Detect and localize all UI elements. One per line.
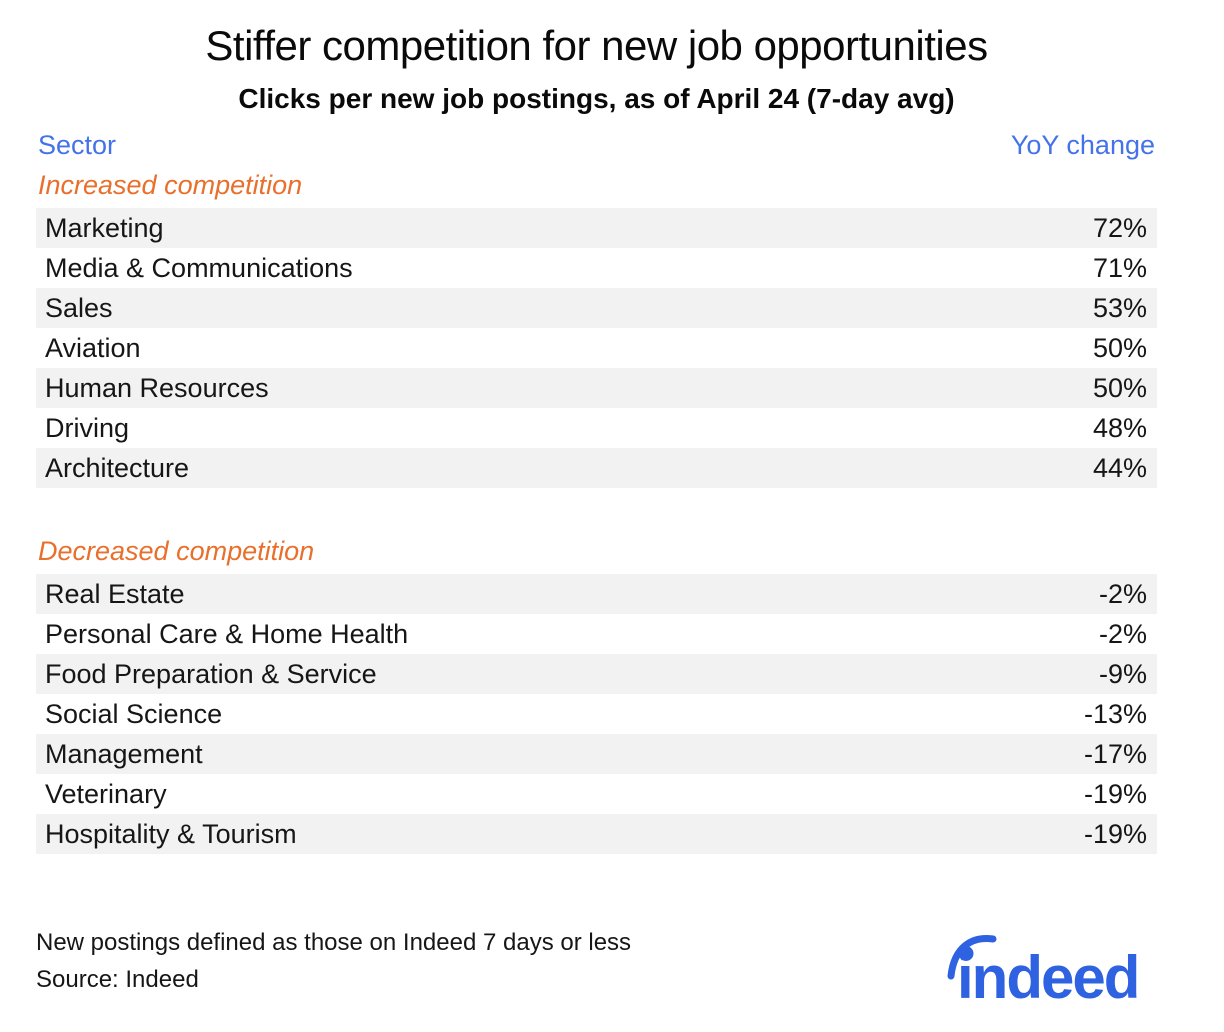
sector-cell: Aviation xyxy=(45,332,141,363)
footnote-source: Source: Indeed xyxy=(36,966,199,993)
value-cell: 48% xyxy=(1092,412,1147,443)
value-cell: -9% xyxy=(1098,658,1147,689)
value-cell: -17% xyxy=(1083,738,1147,769)
sector-cell: Marketing xyxy=(45,212,164,243)
logo-i-dot xyxy=(958,946,974,961)
column-header-row: Sector YoY change xyxy=(36,130,1157,161)
table-row: Human Resources 50% xyxy=(36,368,1157,408)
sector-cell: Architecture xyxy=(45,452,190,483)
sector-cell: Personal Care & Home Health xyxy=(45,618,409,649)
sector-cell: Food Preparation & Service xyxy=(45,658,377,689)
table-row: Architecture 44% xyxy=(36,448,1157,488)
table-row: Media & Communications 71% xyxy=(36,248,1157,288)
sector-cell: Media & Communications xyxy=(45,252,353,283)
value-cell: -2% xyxy=(1098,578,1147,609)
sector-cell: Management xyxy=(45,738,203,769)
sector-cell: Hospitality & Tourism xyxy=(45,818,297,849)
section-label-decreased: Decreased competition xyxy=(38,536,315,566)
table-row: Personal Care & Home Health -2% xyxy=(36,614,1157,654)
table-row: Sales 53% xyxy=(36,288,1157,328)
value-cell: 44% xyxy=(1092,452,1147,483)
sector-cell: Driving xyxy=(45,412,130,443)
value-cell: -19% xyxy=(1083,818,1147,849)
indeed-logo: indeed xyxy=(945,930,1157,1011)
footnotes: New postings defined as those on Indeed … xyxy=(36,924,631,998)
table-row: Social Science -13% xyxy=(36,694,1157,734)
chart-figure: Stiffer competition for new job opportun… xyxy=(36,0,1157,1011)
logo-wordmark: indeed xyxy=(957,944,1138,1006)
logo-swoosh xyxy=(947,935,997,980)
chart-title: Stiffer competition for new job opportun… xyxy=(205,22,988,69)
value-cell: -19% xyxy=(1083,778,1147,809)
value-cell: 53% xyxy=(1092,292,1147,323)
table-row: Marketing 72% xyxy=(36,208,1157,248)
table-decreased-competition: Real Estate -2% Personal Care & Home Hea… xyxy=(36,574,1157,854)
table-row: Veterinary -19% xyxy=(36,774,1157,814)
table-increased-competition: Marketing 72% Media & Communications 71%… xyxy=(36,208,1157,488)
value-cell: 50% xyxy=(1092,372,1147,403)
footer: New postings defined as those on Indeed … xyxy=(36,924,1157,1011)
value-cell: -2% xyxy=(1098,618,1147,649)
footnote-definition: New postings defined as those on Indeed … xyxy=(36,929,632,956)
value-cell: 71% xyxy=(1092,252,1147,283)
chart-subtitle: Clicks per new job postings, as of April… xyxy=(238,83,955,114)
column-header-sector: Sector xyxy=(38,130,117,160)
value-cell: -13% xyxy=(1083,698,1147,729)
column-header-yoy-change: YoY change xyxy=(1010,130,1155,160)
table-row: Food Preparation & Service -9% xyxy=(36,654,1157,694)
value-cell: 50% xyxy=(1092,332,1147,363)
table-row: Driving 48% xyxy=(36,408,1157,448)
table-row: Real Estate -2% xyxy=(36,574,1157,614)
sector-cell: Human Resources xyxy=(45,372,269,403)
table-row: Aviation 50% xyxy=(36,328,1157,368)
sector-cell: Sales xyxy=(45,292,113,323)
section-label-increased: Increased competition xyxy=(38,170,303,200)
sector-cell: Social Science xyxy=(45,698,223,729)
table-row: Management -17% xyxy=(36,734,1157,774)
sector-cell: Real Estate xyxy=(45,578,185,609)
sector-cell: Veterinary xyxy=(45,778,167,809)
table-row: Hospitality & Tourism -19% xyxy=(36,814,1157,854)
value-cell: 72% xyxy=(1092,212,1147,243)
